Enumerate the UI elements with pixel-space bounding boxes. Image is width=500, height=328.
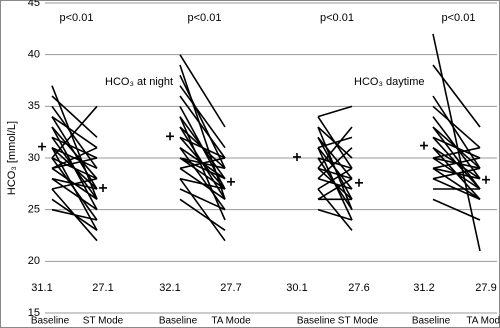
patient-line: [51, 188, 98, 242]
patient-line: [432, 116, 481, 180]
mean-label: 27.6: [348, 282, 369, 294]
patient-line: [179, 178, 226, 242]
mean-marker: [293, 152, 301, 161]
mean-marker: [482, 175, 490, 184]
x-tick-label: Baseline: [412, 316, 451, 327]
y-tick-label: 15: [28, 307, 40, 319]
patient-line: [432, 33, 481, 252]
patient-line: [317, 136, 353, 180]
patient-line: [317, 105, 353, 118]
patient-line: [432, 105, 481, 149]
patient-line: [179, 95, 226, 159]
patient-line: [432, 177, 481, 201]
p-value: p<0.01: [188, 12, 222, 24]
mean-marker: [355, 178, 363, 187]
mean-marker: [166, 132, 174, 141]
patient-line: [179, 54, 226, 128]
mean-label: 31.1: [31, 282, 52, 294]
x-tick-label: TA Mode: [466, 316, 500, 327]
annotation: HCO₃ daytime: [354, 76, 425, 88]
y-tick-label: 45: [28, 0, 40, 9]
patient-line: [317, 208, 353, 221]
y-tick-label: 25: [28, 204, 40, 216]
patient-line: [432, 95, 481, 169]
mean-marker: [99, 183, 107, 192]
p-value: p<0.01: [442, 12, 476, 24]
patient-line: [179, 188, 226, 211]
patient-line: [179, 147, 226, 211]
mean-label: 30.1: [286, 282, 307, 294]
x-tick-label: ST Mode: [338, 316, 379, 327]
patient-line: [432, 64, 481, 128]
patient-line: [179, 167, 226, 200]
patient-line: [51, 105, 98, 169]
patient-line: [317, 177, 353, 201]
patient-line: [317, 167, 353, 180]
patient-line: [432, 126, 481, 190]
mean-label: 27.7: [220, 282, 241, 294]
patient-line: [51, 146, 98, 170]
patient-line: [317, 147, 353, 221]
x-tick-label: ST Mode: [83, 316, 124, 327]
y-tick-label: 35: [28, 100, 40, 112]
y-tick-label: 20: [28, 255, 40, 267]
patient-line: [432, 136, 481, 190]
x-tick-label: Baseline: [297, 316, 336, 327]
patient-line: [51, 157, 98, 170]
patient-line: [432, 167, 481, 201]
patient-line: [51, 126, 98, 211]
x-tick-label: TA Mode: [211, 316, 251, 327]
patient-line: [51, 178, 98, 211]
patient-line: [179, 74, 226, 169]
mean-marker: [420, 141, 428, 150]
y-axis-label: HCO₃ [mmol/L]: [6, 121, 18, 195]
patient-line: [432, 146, 481, 159]
p-value: p<0.01: [320, 12, 354, 24]
p-value: p<0.01: [60, 12, 94, 24]
annotation: HCO₃ at night: [105, 76, 173, 88]
patient-line: [51, 177, 98, 190]
patient-line: [179, 85, 226, 149]
y-tick-label: 40: [28, 49, 40, 61]
y-tick-label: 30: [28, 152, 40, 164]
mean-label: 27.9: [475, 282, 496, 294]
patient-line: [317, 116, 353, 169]
patient-line: [317, 126, 353, 210]
mean-marker: [227, 177, 235, 186]
mean-marker: [38, 142, 46, 151]
patient-line: [179, 157, 226, 190]
patient-line: [179, 116, 226, 221]
patient-line: [51, 147, 98, 231]
mean-label: 32.1: [159, 282, 180, 294]
patient-line: [179, 157, 226, 170]
x-tick-label: Baseline: [159, 316, 198, 327]
patient-line: [179, 64, 226, 200]
mean-label: 31.2: [413, 282, 434, 294]
mean-label: 27.1: [92, 282, 113, 294]
patient-line: [51, 105, 98, 159]
x-tick-label: Baseline: [31, 316, 70, 327]
patient-line: [51, 116, 98, 190]
patient-line: [179, 198, 226, 231]
